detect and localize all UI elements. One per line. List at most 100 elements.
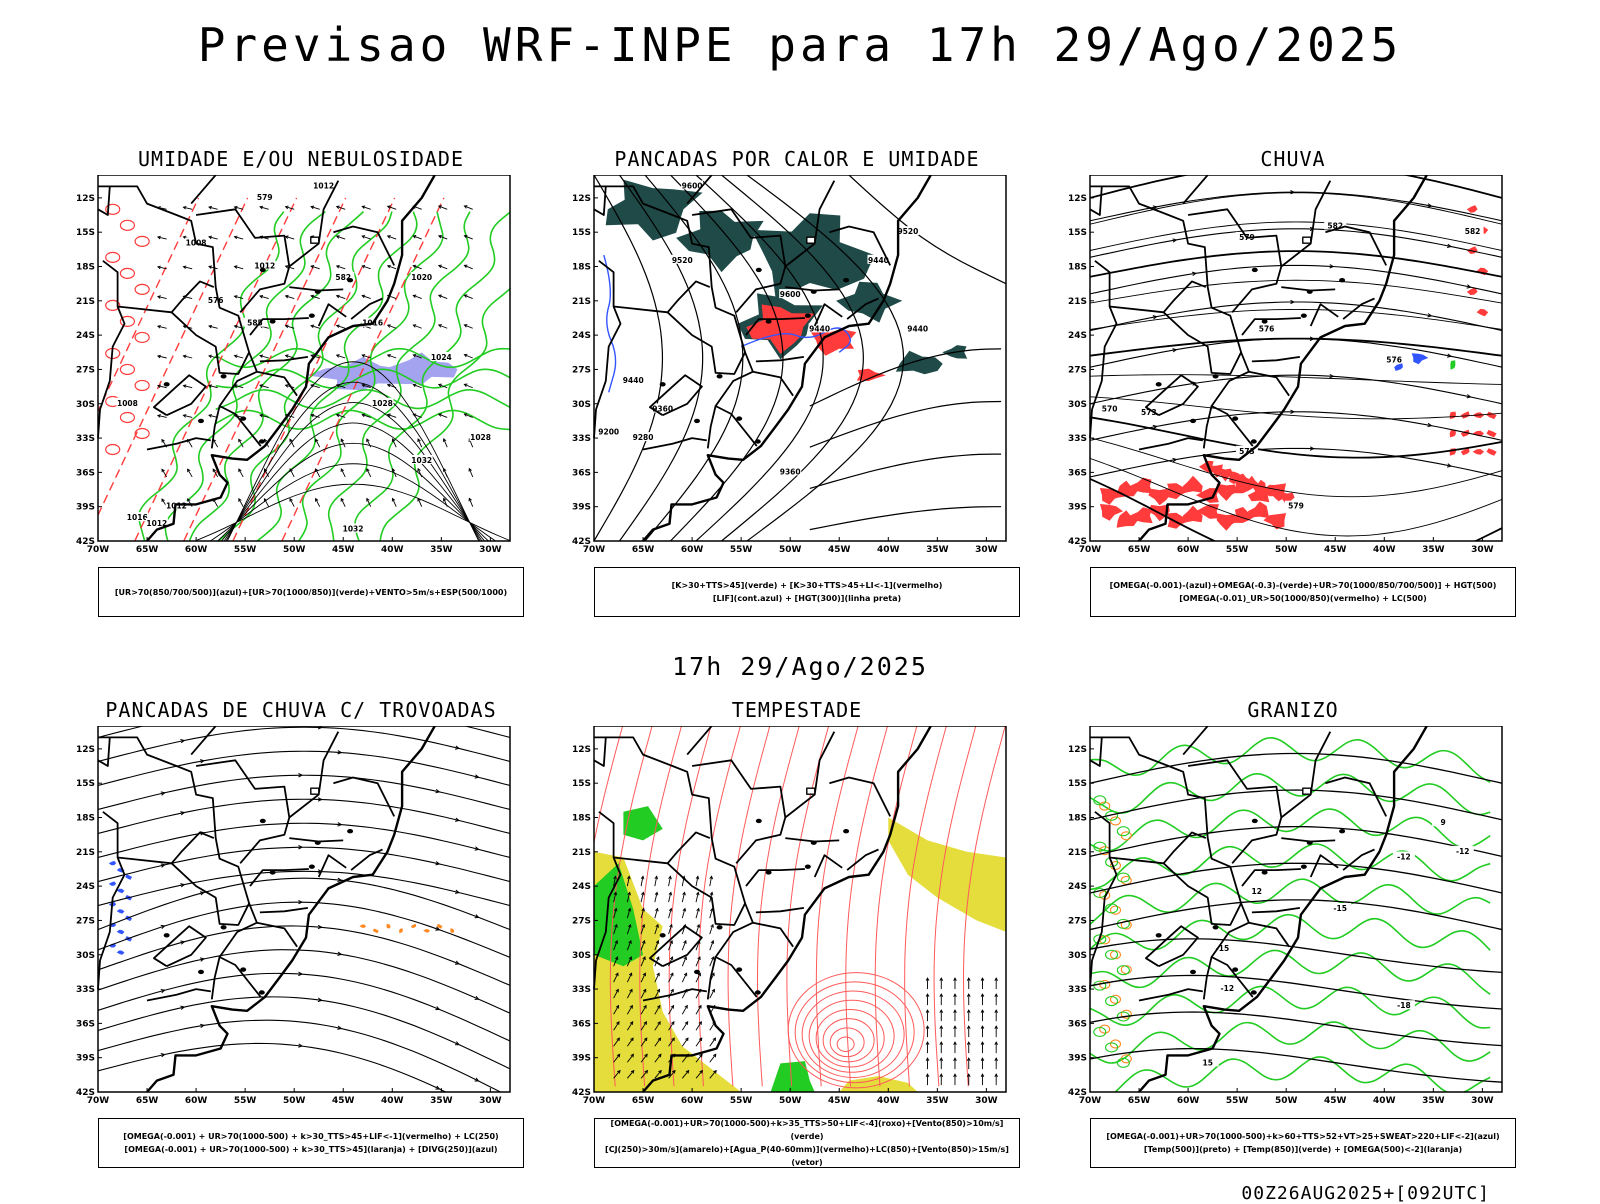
- contour-label: 1020: [411, 273, 432, 282]
- y-tick-label: 30S: [1068, 951, 1087, 961]
- lake-mark: [1190, 970, 1196, 974]
- x-tick-label: 30W: [1471, 545, 1494, 555]
- y-tick-label: 36S: [76, 468, 95, 478]
- run-id: 00Z26AUG2025+[092UTC]: [1241, 1183, 1490, 1204]
- x-tick-label: 60W: [185, 1096, 208, 1106]
- legend-line-1: [OMEGA(-0.001)+UR>70(1000-500)+k>60+TTS>…: [1091, 1130, 1515, 1143]
- contour-label: 9280: [633, 433, 654, 442]
- contour-label: 9200: [598, 427, 619, 436]
- x-tick-label: 35W: [1422, 545, 1445, 555]
- lake-mark: [309, 864, 315, 868]
- legend-line-2: [Temp(500)](preto) + [Temp(850)](verde) …: [1091, 1143, 1515, 1156]
- x-tick-label: 65W: [632, 545, 655, 555]
- lake-mark: [1232, 967, 1238, 971]
- lake-mark: [1190, 419, 1196, 423]
- x-tick-label: 65W: [632, 1096, 655, 1106]
- lake-mark: [1213, 374, 1219, 378]
- x-tick-label: 55W: [234, 545, 257, 555]
- panel-legend: [OMEGA(-0.001)+UR>70(1000-500)+k>35_TTS>…: [594, 1118, 1020, 1168]
- lake-mark: [660, 933, 666, 937]
- panel-legend: [UR>70(850/700/500)](azul)+[UR>70(1000/8…: [98, 567, 524, 617]
- y-tick-label: 30S: [1068, 400, 1087, 410]
- y-tick-label: 18S: [76, 263, 95, 273]
- x-tick-label: 50W: [283, 1096, 306, 1106]
- y-tick-label: 33S: [76, 985, 95, 995]
- lake-mark: [309, 313, 315, 317]
- main-title: Previsao WRF-INPE para 17h 29/Ago/2025: [0, 18, 1600, 72]
- panel-title: CHUVA: [1048, 147, 1538, 171]
- legend-line-1: [OMEGA(-0.001) + UR>70(1000-500) + k>30_…: [99, 1130, 523, 1143]
- x-tick-label: 35W: [430, 1096, 453, 1106]
- lake-mark: [1262, 319, 1268, 323]
- lake-mark: [717, 925, 723, 929]
- legend-line-1: [K>30+TTS>45](verde) + [K>30+TTS>45+LI<-…: [595, 579, 1019, 592]
- y-tick-label: 36S: [572, 1019, 591, 1029]
- contour-label: 576: [1386, 355, 1402, 364]
- y-tick-label: 36S: [76, 1019, 95, 1029]
- x-tick-label: 30W: [479, 1096, 502, 1106]
- y-tick-label: 24S: [76, 331, 95, 341]
- contour-label: 579: [257, 193, 273, 202]
- lake-mark: [805, 313, 811, 317]
- x-tick-label: 60W: [1177, 1096, 1200, 1106]
- contour-label: 9360: [780, 467, 801, 476]
- y-tick-label: 39S: [572, 1054, 591, 1064]
- lake-mark: [347, 829, 353, 833]
- x-tick-label: 55W: [1226, 545, 1249, 555]
- y-tick-label: 21S: [1068, 297, 1087, 307]
- lake-mark: [805, 864, 811, 868]
- panel-legend: [OMEGA(-0.001)+UR>70(1000-500)+k>60+TTS>…: [1090, 1118, 1516, 1168]
- y-tick-label: 12S: [1068, 745, 1087, 755]
- x-tick-label: 65W: [136, 1096, 159, 1106]
- x-tick-label: 50W: [779, 545, 802, 555]
- panel-title: PANCADAS POR CALOR E UMIDADE: [552, 147, 1042, 171]
- lake-mark: [260, 819, 266, 823]
- lake-mark: [260, 268, 266, 272]
- x-tick-label: 45W: [332, 1096, 355, 1106]
- lake-mark: [1307, 840, 1313, 844]
- mid-title: 17h 29/Ago/2025: [0, 652, 1600, 681]
- y-tick-label: 12S: [572, 194, 591, 204]
- lake-mark: [843, 829, 849, 833]
- x-tick-label: 55W: [730, 545, 753, 555]
- y-tick-label: 15S: [572, 779, 591, 789]
- legend-line-1: [UR>70(850/700/500)](azul)+[UR>70(1000/8…: [99, 586, 523, 599]
- lake-mark: [1339, 829, 1345, 833]
- y-tick-label: 33S: [572, 985, 591, 995]
- legend-line-2: [OMEGA(-0.001) + UR>70(1000-500) + k>30_…: [99, 1143, 523, 1156]
- lake-mark: [198, 970, 204, 974]
- federal-district: [807, 788, 815, 794]
- panel-legend: [OMEGA(-0.001) + UR>70(1000-500) + k>30_…: [98, 1118, 524, 1168]
- lake-mark: [811, 289, 817, 293]
- lake-mark: [270, 870, 276, 874]
- x-tick-label: 30W: [479, 545, 502, 555]
- lake-mark: [694, 970, 700, 974]
- contour-label: 9440: [623, 376, 644, 385]
- lake-mark: [315, 289, 321, 293]
- x-tick-label: 35W: [1422, 1096, 1445, 1106]
- lake-mark: [1262, 870, 1268, 874]
- lake-mark: [347, 278, 353, 282]
- y-tick-label: 33S: [572, 434, 591, 444]
- x-tick-label: 55W: [730, 1096, 753, 1106]
- lake-mark: [315, 840, 321, 844]
- x-tick-label: 55W: [234, 1096, 257, 1106]
- y-tick-label: 27S: [1068, 916, 1087, 926]
- y-tick-label: 24S: [1068, 331, 1087, 341]
- lake-mark: [811, 840, 817, 844]
- lake-mark: [1156, 933, 1162, 937]
- x-tick-label: 40W: [1373, 545, 1396, 555]
- y-tick-label: 15S: [1068, 779, 1087, 789]
- x-tick-label: 30W: [975, 1096, 998, 1106]
- x-tick-label: 45W: [1324, 1096, 1347, 1106]
- x-tick-label: 60W: [681, 1096, 704, 1106]
- x-tick-label: 50W: [283, 545, 306, 555]
- lake-mark: [736, 416, 742, 420]
- x-tick-label: 50W: [1275, 1096, 1298, 1106]
- contour-label: 9600: [780, 290, 801, 299]
- y-tick-label: 15S: [572, 228, 591, 238]
